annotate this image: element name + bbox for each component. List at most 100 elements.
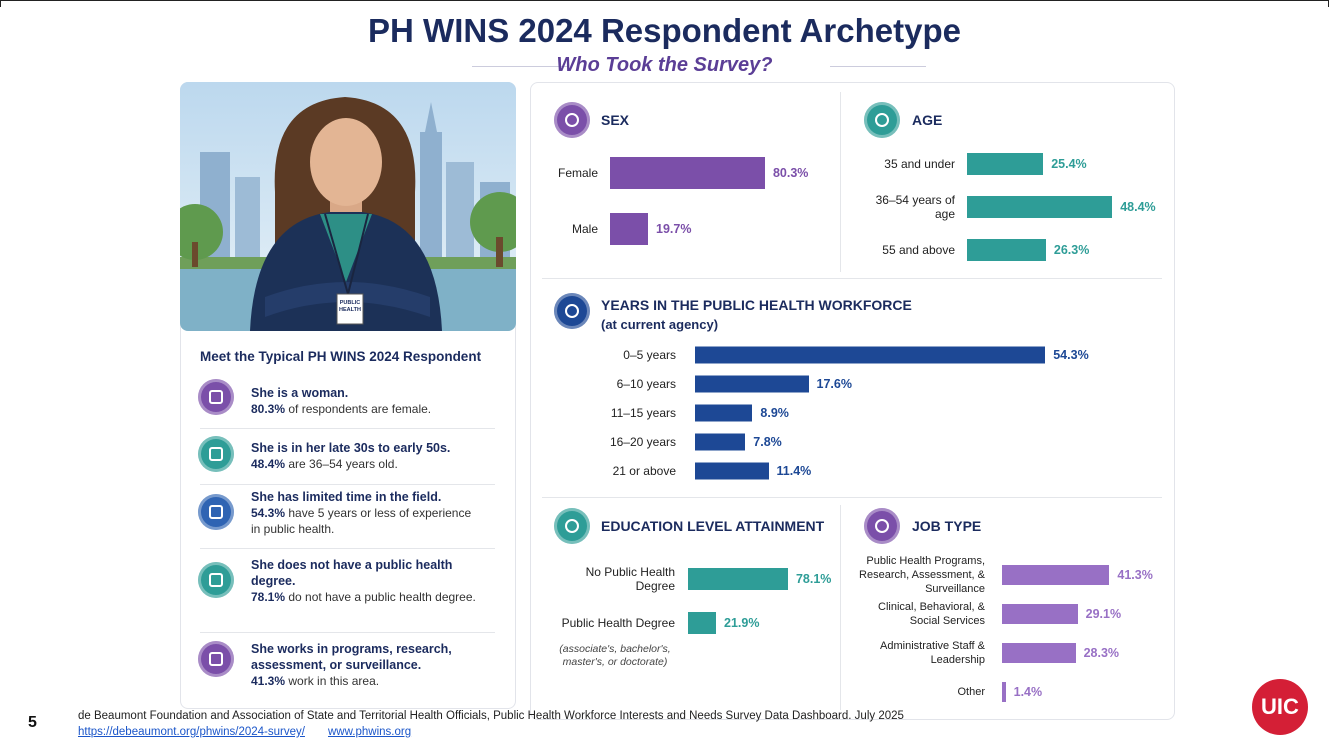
icon-glyph [875,519,889,533]
icon-glyph [209,573,223,587]
value-label: 7.8% [753,435,782,449]
category-label: 16–20 years [609,435,676,449]
chart-title: YEARS IN THE PUBLIC HEALTH WORKFORCE [601,297,912,313]
category-label: 35 and under [884,157,955,171]
icon [198,641,234,677]
item-text: have 5 years or less of experience in pu… [251,506,472,536]
logo: UIC [1252,679,1308,735]
item-text: are 36–54 years old. [288,457,398,471]
icon-glyph [565,113,579,127]
profile-item: She is a woman. 80.3% of respondents are … [251,385,476,417]
value-label: 48.4% [1120,200,1156,214]
item-stat: 48.4% [251,457,286,471]
item-text: do not have a public health degree. [288,590,476,604]
category-label: Public Health Degree [561,616,675,630]
profile-item: She is in her late 30s to early 50s. 48.4… [251,440,476,472]
icon-glyph [209,652,223,666]
citation: de Beaumont Foundation and Association o… [78,710,904,722]
icon-glyph [875,113,889,127]
category-label: 36–54 years of age [875,193,955,221]
category-label: Female [557,166,598,180]
bar [967,196,1113,218]
bar [695,375,809,393]
category-label: 21 or above [612,464,676,478]
value-label: 1.4% [1013,685,1043,699]
divider [472,66,568,67]
value-label: 26.3% [1053,243,1090,257]
icon [198,494,234,530]
category-label: 55 and above [882,243,955,257]
value-label: 25.4% [1051,157,1087,171]
icon-glyph [209,505,223,519]
icon [198,562,234,598]
item-text: of respondents are female. [288,402,432,416]
link[interactable]: https://debeaumont.org/phwins/2024-surve… [78,726,305,738]
category-label: Male [571,222,598,236]
value-label: 29.1% [1085,607,1122,621]
divider [200,548,495,549]
bar [1002,682,1006,702]
item-stat: 78.1% [251,590,286,604]
category-label: 0–5 years [623,348,676,362]
profile-item: She works in programs, research, assessm… [251,641,476,689]
bar [1002,565,1110,585]
illustration: PUBLIC HEALTH [180,82,516,331]
chart-title: EDUCATION LEVEL ATTAINMENT [601,518,825,534]
value-label: 11.4% [776,464,812,478]
item-title: She works in programs, research, assessm… [251,642,452,672]
category-label: 6–10 years [616,377,676,391]
category-label: 11–15 years [610,406,676,420]
bar [695,346,1046,364]
chart-title: AGE [912,112,943,128]
chart-note: (associate's, bachelor's, master's, or d… [559,643,671,668]
item-title: She has limited time in the field. [251,490,442,504]
badge-text: PUBLIC HEALTH [339,300,361,313]
divider [200,484,495,485]
value-label: 41.3% [1117,568,1153,582]
icon-glyph [565,304,579,318]
item-text: work in this area. [288,674,380,688]
bar [695,404,753,422]
value-label: 28.3% [1083,646,1120,660]
item-stat: 41.3% [251,674,286,688]
icon-glyph [209,447,223,461]
bar [610,213,649,245]
item-title: She is a woman. [251,386,349,400]
value-label: 54.3% [1053,348,1089,362]
value-label: 8.9% [760,406,789,420]
bar [1002,604,1078,624]
value-label: 17.6% [816,377,852,391]
category-label: Administrative Staff & Leadership [880,640,985,666]
category-label: No Public Health Degree [585,565,675,593]
category-label: Public Health Programs, Research, Assess… [859,555,985,595]
slide-title: PH WINS 2024 Respondent Archetype [368,12,961,49]
slide-subtitle: Who Took the Survey? [556,54,773,76]
icon [198,436,234,472]
bar [967,153,1044,175]
page-number: 5 [28,714,37,731]
chart-subtitle: (at current agency) [601,317,719,332]
profile-heading: Meet the Typical PH WINS 2024 Respondent [200,349,482,364]
item-stat: 54.3% [251,506,286,520]
bar [610,157,765,189]
icon-glyph [565,519,579,533]
link[interactable]: www.phwins.org [328,726,412,738]
chart-title: SEX [601,112,630,128]
divider [542,278,1162,279]
bar [688,568,788,590]
bar [695,433,746,451]
bar [967,239,1046,261]
chart-title: JOB TYPE [912,518,982,534]
category-label: Other [957,686,985,698]
profile-item: She has limited time in the field. 54.3% … [251,489,476,537]
icon-glyph [209,390,223,404]
profile-item: She does not have a public health degree… [251,557,476,605]
value-label: 21.9% [724,616,760,630]
divider [840,505,841,710]
item-stat: 80.3% [251,402,286,416]
value-label: 19.7% [656,222,692,236]
item-title: She is in her late 30s to early 50s. [251,441,451,455]
divider [200,428,495,429]
divider [200,632,495,633]
